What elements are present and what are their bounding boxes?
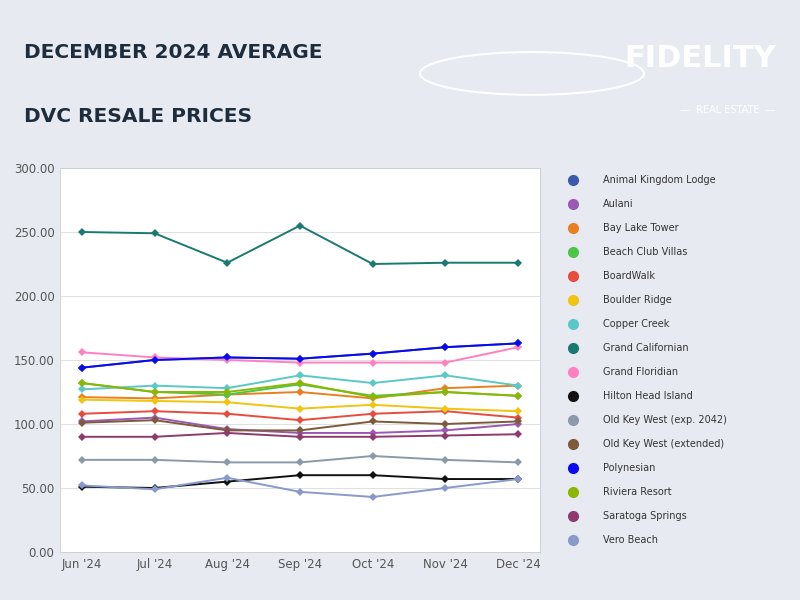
Text: Vero Beach: Vero Beach	[603, 535, 658, 545]
Text: FIDELITY: FIDELITY	[624, 44, 776, 73]
Text: Copper Creek: Copper Creek	[603, 319, 670, 329]
Text: Polynesian: Polynesian	[603, 463, 655, 473]
Text: DECEMBER 2024 AVERAGE: DECEMBER 2024 AVERAGE	[24, 43, 322, 62]
Text: Old Key West (extended): Old Key West (extended)	[603, 439, 724, 449]
Text: Grand Californian: Grand Californian	[603, 343, 689, 353]
Text: Boulder Ridge: Boulder Ridge	[603, 295, 672, 305]
Text: Hilton Head Island: Hilton Head Island	[603, 391, 693, 401]
Text: Aulani: Aulani	[603, 199, 634, 209]
Text: Animal Kingdom Lodge: Animal Kingdom Lodge	[603, 175, 716, 185]
Text: Grand Floridian: Grand Floridian	[603, 367, 678, 377]
Text: DVC RESALE PRICES: DVC RESALE PRICES	[24, 107, 252, 126]
Text: —  REAL ESTATE  —: — REAL ESTATE —	[681, 105, 776, 115]
Text: Beach Club Villas: Beach Club Villas	[603, 247, 687, 257]
Text: Riviera Resort: Riviera Resort	[603, 487, 672, 497]
Polygon shape	[0, 0, 464, 153]
Text: BoardWalk: BoardWalk	[603, 271, 655, 281]
Text: Old Key West (exp. 2042): Old Key West (exp. 2042)	[603, 415, 727, 425]
Text: Bay Lake Tower: Bay Lake Tower	[603, 223, 679, 233]
Text: Saratoga Springs: Saratoga Springs	[603, 511, 687, 521]
